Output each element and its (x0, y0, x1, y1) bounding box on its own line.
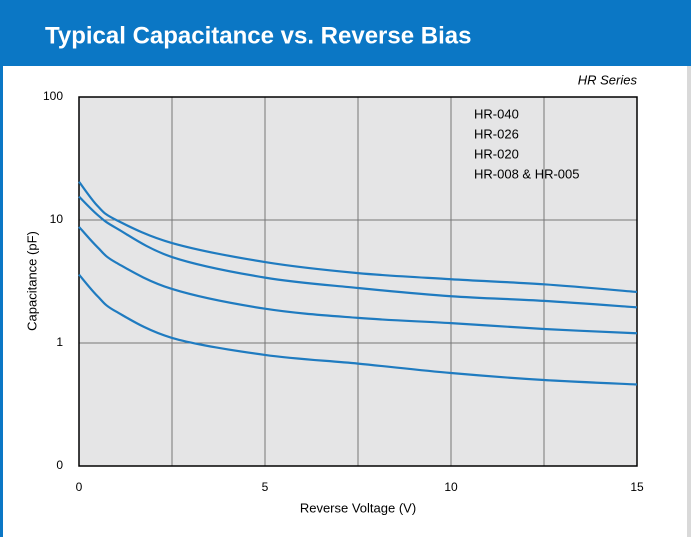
chart-title: Typical Capacitance vs. Reverse Bias (45, 22, 471, 49)
legend-entry: HR-040 (474, 106, 519, 121)
y-tick-label: 100 (43, 89, 63, 103)
x-axis-label: Reverse Voltage (V) (300, 500, 416, 515)
x-tick-label: 15 (630, 480, 644, 494)
plot-frame (78, 96, 638, 467)
y-axis-label: Capacitance (pF) (24, 231, 39, 331)
x-tick-label: 5 (262, 480, 269, 494)
legend-entry: HR-008 & HR-005 (474, 166, 580, 181)
series-line (78, 180, 638, 294)
series-line (78, 273, 638, 386)
series-line (78, 195, 638, 309)
legend-entry: HR-026 (474, 126, 519, 141)
y-tick-label: 0 (56, 458, 63, 472)
series-line (78, 226, 638, 335)
annotation: HR Series (578, 72, 638, 87)
left-border (0, 66, 3, 537)
header-bar (0, 0, 691, 66)
x-tick-label: 0 (76, 480, 83, 494)
legend-entry: HR-020 (474, 146, 519, 161)
y-tick-label: 1 (56, 335, 63, 349)
x-tick-label: 10 (444, 480, 458, 494)
y-tick-label: 10 (50, 212, 64, 226)
right-border (687, 66, 691, 537)
